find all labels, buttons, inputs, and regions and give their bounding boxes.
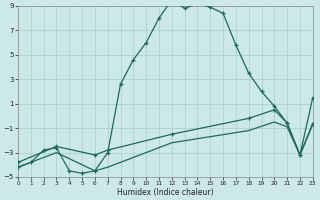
X-axis label: Humidex (Indice chaleur): Humidex (Indice chaleur): [117, 188, 214, 197]
